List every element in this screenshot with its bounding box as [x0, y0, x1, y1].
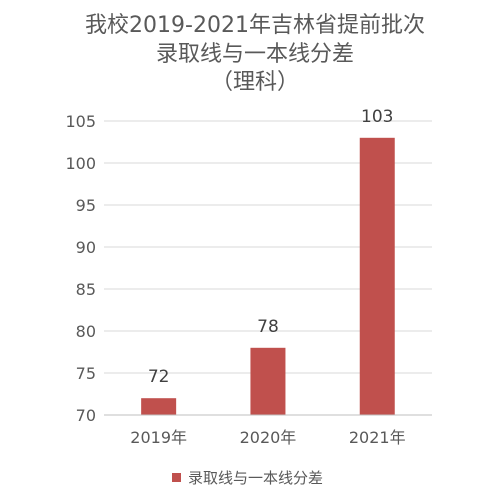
bars — [141, 137, 395, 416]
gridlines — [104, 120, 432, 374]
data-label: 78 — [257, 317, 279, 337]
data-label: 103 — [361, 107, 393, 127]
bar — [359, 137, 395, 416]
data-label: 72 — [148, 367, 170, 387]
chart-title-line-1: 我校2019-2021年吉林省提前批次 — [85, 13, 425, 38]
chart-title-line-3: （理科） — [211, 70, 299, 95]
data-labels: 72 78 103 — [148, 107, 394, 387]
y-axis-tick-labels: 70 75 80 85 90 95 100 105 — [65, 112, 96, 425]
y-tick-label: 70 — [76, 406, 96, 425]
x-category-label: 2021年 — [349, 428, 406, 447]
bar — [141, 398, 177, 415]
x-category-label: 2019年 — [130, 428, 187, 447]
x-axis: 2019年 2020年 2021年 — [104, 414, 432, 447]
y-tick-label: 80 — [76, 322, 96, 341]
legend-swatch — [172, 473, 181, 482]
y-tick-label: 90 — [76, 238, 96, 257]
y-tick-label: 75 — [76, 364, 96, 383]
legend: 录取线与一本线分差 — [172, 469, 323, 487]
y-tick-label: 95 — [76, 196, 96, 215]
chart-title-line-2: 录取线与一本线分差 — [156, 42, 354, 67]
y-tick-label: 105 — [65, 112, 96, 131]
chart-title: 我校2019-2021年吉林省提前批次 录取线与一本线分差 （理科） — [85, 13, 425, 95]
y-tick-label: 85 — [76, 280, 96, 299]
legend-label: 录取线与一本线分差 — [188, 469, 323, 487]
y-tick-label: 100 — [65, 154, 96, 173]
x-category-label: 2020年 — [240, 428, 297, 447]
bar — [250, 347, 286, 415]
